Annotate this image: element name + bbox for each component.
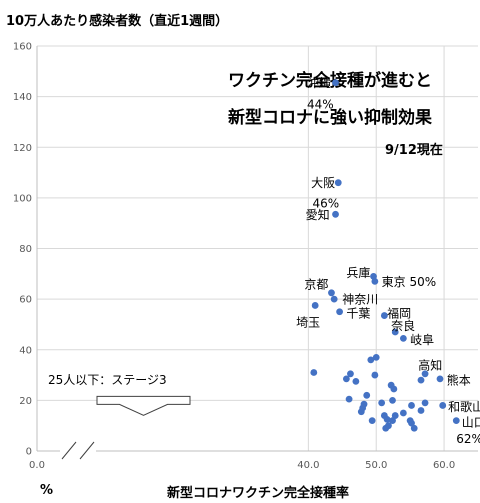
axis-break-mark: [61, 441, 77, 460]
point-label: 岐阜: [410, 333, 434, 347]
data-point: [417, 376, 425, 384]
data-point: [417, 407, 425, 414]
data-point: [408, 402, 415, 409]
data-point: [380, 412, 388, 419]
headline-line-1: ワクチン完全接種が進むと: [228, 70, 432, 91]
point-label: 埼玉: [296, 315, 320, 329]
data-point: [372, 353, 380, 361]
data-point: [352, 377, 360, 385]
data-point: [357, 408, 365, 416]
data-point: [399, 409, 407, 417]
y-tick-label: 20: [19, 396, 32, 407]
point-label: 熊本: [447, 373, 471, 388]
y-tick-label: 40: [19, 345, 32, 356]
data-point: [399, 334, 407, 342]
data-point: [408, 419, 415, 427]
point-label: 兵庫: [346, 266, 370, 280]
point-label: 高知: [418, 357, 442, 372]
x-axis-unit: %: [40, 483, 53, 498]
data-point: [421, 399, 429, 407]
x-axis-label: 新型コロナワクチン完全接種率: [167, 485, 349, 501]
data-point: [371, 371, 379, 379]
data-point: [311, 302, 319, 309]
threshold-label: 25人以下：ステージ3: [48, 373, 167, 387]
y-tick-label: 0: [26, 447, 32, 458]
data-point: [310, 369, 318, 376]
y-tick-label: 100: [13, 193, 32, 204]
data-point: [336, 308, 343, 316]
data-point: [345, 395, 353, 403]
axis-break-gap: [60, 445, 96, 457]
data-point: [387, 381, 395, 389]
grid: [37, 45, 478, 451]
data-point: [452, 417, 460, 425]
data-point: [332, 210, 339, 218]
point-label: 62%: [456, 432, 480, 446]
data-point: [363, 391, 371, 399]
chart-title: 10万人あたり感染者数（直近1週間）: [6, 13, 228, 29]
data-point: [334, 179, 342, 187]
threshold-arrow: [96, 395, 191, 416]
data-point: [342, 375, 350, 383]
y-tick-label: 140: [13, 92, 32, 103]
tick-labels: 0 20 40 60 80 100 120 140 160 0.0 40.0 50.0 60.0: [13, 42, 455, 472]
x-tick-label: 60.0: [433, 460, 455, 471]
data-point: [368, 417, 376, 425]
y-tick-label: 60: [19, 295, 32, 306]
down-arrow-shape: [96, 395, 191, 416]
data-point: [439, 402, 447, 409]
data-point: [371, 278, 379, 285]
x-tick-label: 0.0: [29, 460, 45, 471]
point-label: 和歌山: [448, 399, 480, 414]
headline-line-2: 新型コロナに強い抑制効果: [228, 107, 432, 128]
data-point: [328, 289, 335, 297]
data-point: [380, 312, 388, 319]
data-point: [367, 356, 375, 364]
axis-break-mark: [79, 441, 95, 460]
data-point: [347, 370, 354, 378]
data-point: [378, 399, 386, 407]
data-point: [410, 424, 418, 432]
point-label: 千葉: [346, 307, 370, 321]
data-point: [330, 295, 338, 303]
point-label: 東京 50%: [382, 275, 437, 289]
data-point: [421, 370, 429, 378]
date-label: 9/12現在: [385, 142, 443, 158]
data-point: [391, 412, 399, 419]
point-label: 福岡: [387, 306, 411, 321]
data-point: [382, 424, 390, 432]
x-tick-label: 50.0: [365, 460, 387, 471]
point-label: 44%: [307, 98, 334, 112]
y-tick-label: 80: [19, 244, 32, 255]
point-label: 神奈川: [342, 293, 378, 307]
axes: [36, 46, 478, 460]
point-label: 大阪: [311, 176, 335, 190]
point-label: 沖縄: [307, 75, 331, 90]
y-tick-label: 120: [13, 143, 32, 154]
data-point: [389, 396, 396, 404]
point-label: 奈良: [391, 318, 415, 333]
data-point: [332, 79, 339, 87]
y-tick-label: 160: [13, 42, 32, 53]
point-label: 京都: [304, 277, 328, 291]
data-point: [391, 328, 399, 336]
point-label: 46%: [312, 196, 339, 210]
data-point: [389, 417, 396, 425]
x-tick-label: 40.0: [297, 460, 319, 471]
data-point: [436, 375, 444, 383]
point-label: 山口: [462, 415, 480, 429]
data-points: [310, 79, 460, 432]
point-label: 愛知: [306, 208, 330, 222]
